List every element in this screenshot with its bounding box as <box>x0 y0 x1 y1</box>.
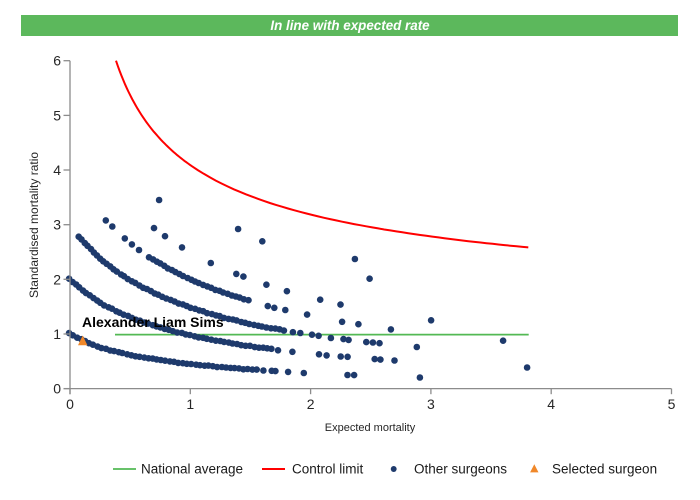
svg-text:0: 0 <box>53 381 61 397</box>
svg-text:1: 1 <box>186 396 194 412</box>
svg-text:2: 2 <box>53 271 61 287</box>
svg-text:In line with expected rate: In line with expected rate <box>270 18 430 33</box>
svg-text:Selected surgeon: Selected surgeon <box>552 462 657 477</box>
svg-text:3: 3 <box>427 396 435 412</box>
svg-text:5: 5 <box>53 107 61 123</box>
svg-text:National average: National average <box>141 462 243 477</box>
svg-text:Alexander Liam Sims: Alexander Liam Sims <box>82 314 224 330</box>
svg-text:0: 0 <box>66 396 74 412</box>
svg-text:Standardised mortality ratio: Standardised mortality ratio <box>27 152 41 298</box>
svg-text:6: 6 <box>53 53 61 69</box>
svg-text:Other surgeons: Other surgeons <box>414 462 507 477</box>
svg-text:5: 5 <box>668 396 676 412</box>
svg-text:1: 1 <box>53 326 61 342</box>
svg-text:4: 4 <box>547 396 555 412</box>
svg-text:Expected mortality: Expected mortality <box>325 422 416 434</box>
svg-text:3: 3 <box>53 217 61 233</box>
svg-text:2: 2 <box>307 396 315 412</box>
svg-text:Control limit: Control limit <box>292 462 364 477</box>
svg-text:4: 4 <box>53 162 61 178</box>
